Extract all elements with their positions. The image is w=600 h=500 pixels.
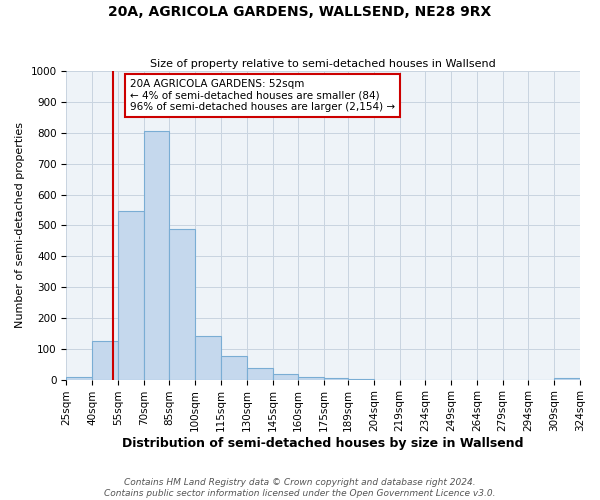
Bar <box>221 356 247 380</box>
Text: 20A, AGRICOLA GARDENS, WALLSEND, NE28 9RX: 20A, AGRICOLA GARDENS, WALLSEND, NE28 9R… <box>109 5 491 19</box>
Title: Size of property relative to semi-detached houses in Wallsend: Size of property relative to semi-detach… <box>151 59 496 69</box>
Bar <box>272 374 298 380</box>
Bar <box>247 368 272 380</box>
Bar <box>348 379 374 380</box>
Bar <box>67 376 92 380</box>
Bar <box>144 130 169 380</box>
Bar <box>195 336 221 380</box>
Bar <box>554 378 580 380</box>
Bar <box>298 376 324 380</box>
X-axis label: Distribution of semi-detached houses by size in Wallsend: Distribution of semi-detached houses by … <box>122 437 524 450</box>
Bar <box>169 230 195 380</box>
Bar <box>324 378 348 380</box>
Text: Contains HM Land Registry data © Crown copyright and database right 2024.
Contai: Contains HM Land Registry data © Crown c… <box>104 478 496 498</box>
Text: 20A AGRICOLA GARDENS: 52sqm
← 4% of semi-detached houses are smaller (84)
96% of: 20A AGRICOLA GARDENS: 52sqm ← 4% of semi… <box>130 79 395 112</box>
Bar <box>92 342 118 380</box>
Y-axis label: Number of semi-detached properties: Number of semi-detached properties <box>15 122 25 328</box>
Bar <box>118 210 144 380</box>
